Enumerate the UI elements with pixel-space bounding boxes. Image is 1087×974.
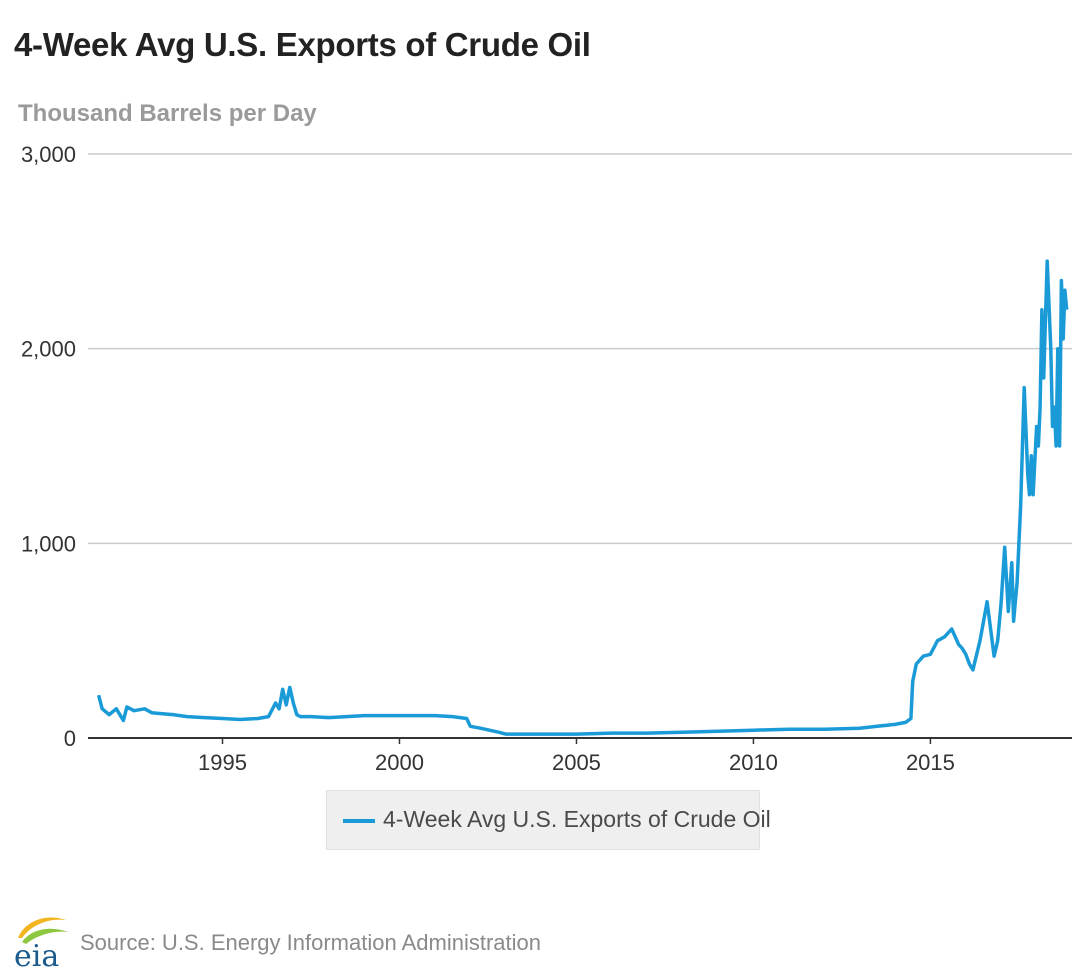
y-tick-label: 3,000 (21, 142, 76, 167)
source-note: Source: U.S. Energy Information Administ… (80, 930, 541, 955)
legend[interactable]: 4-Week Avg U.S. Exports of Crude Oil (326, 790, 771, 850)
x-tick-label: 1995 (198, 750, 247, 775)
x-tick-label: 2010 (729, 750, 778, 775)
series-line[interactable] (96, 259, 1069, 736)
x-axis-ticks: 1995 2000 2005 2010 2015 (198, 738, 955, 775)
logo-swoosh-yellow (18, 917, 66, 938)
legend-label: 4-Week Avg U.S. Exports of Crude Oil (383, 806, 771, 832)
x-tick-label: 2015 (906, 750, 955, 775)
y-tick-label: 2,000 (21, 337, 76, 362)
y-tick-label: 1,000 (21, 531, 76, 556)
series-layer (96, 259, 1069, 736)
line-chart: 0 1,000 2,000 3,000 1995 2000 2005 2010 2015 (21, 142, 1072, 775)
y-axis-ticks: 0 1,000 2,000 3,000 (21, 142, 76, 751)
y-tick-label: 0 (64, 726, 76, 751)
gridlines (88, 153, 1072, 545)
x-tick-label: 2005 (552, 750, 601, 775)
legend-swatch (343, 819, 375, 823)
chart-subtitle: Thousand Barrels per Day (18, 100, 317, 127)
x-tick-label: 2000 (375, 750, 424, 775)
logo-swoosh-green (22, 928, 68, 944)
eia-logo: eia (14, 917, 68, 970)
chart-title: 4-Week Avg U.S. Exports of Crude Oil (14, 26, 591, 63)
logo-text: eia (14, 939, 59, 970)
